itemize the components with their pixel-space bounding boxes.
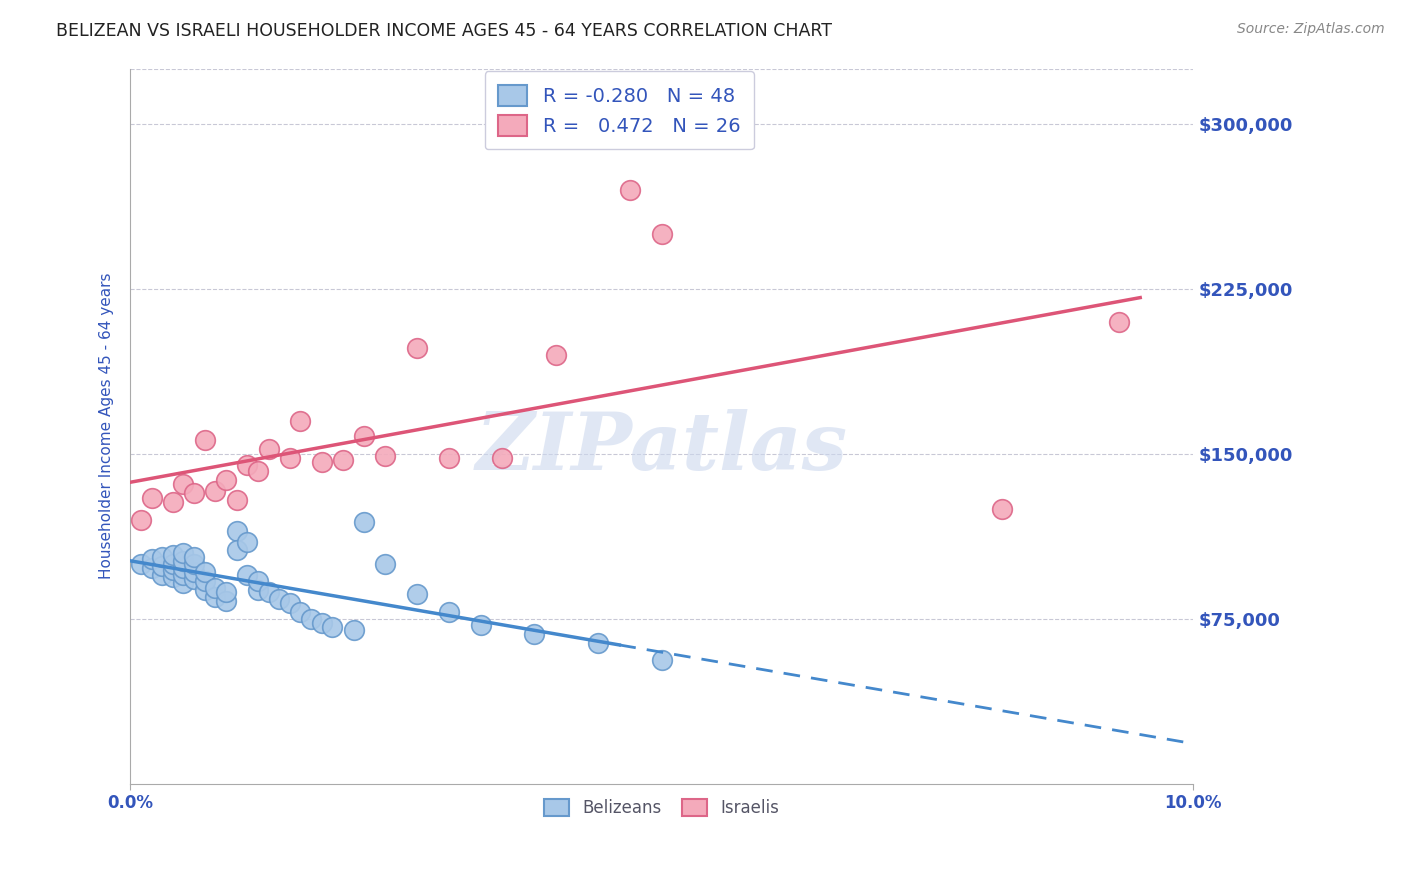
- Point: [172, 567, 194, 582]
- Point: [374, 449, 396, 463]
- Point: [290, 605, 312, 619]
- Point: [172, 554, 194, 568]
- Point: [183, 550, 205, 565]
- Point: [225, 492, 247, 507]
- Point: [353, 429, 375, 443]
- Point: [246, 464, 269, 478]
- Text: ZIPatlas: ZIPatlas: [475, 409, 848, 486]
- Point: [194, 583, 217, 598]
- Point: [586, 636, 609, 650]
- Point: [544, 348, 567, 362]
- Point: [353, 515, 375, 529]
- Point: [172, 546, 194, 560]
- Point: [141, 491, 163, 505]
- Point: [299, 612, 322, 626]
- Point: [141, 552, 163, 566]
- Point: [651, 653, 673, 667]
- Point: [225, 543, 247, 558]
- Point: [991, 501, 1014, 516]
- Point: [215, 594, 238, 608]
- Point: [278, 596, 301, 610]
- Legend: Belizeans, Israelis: Belizeans, Israelis: [536, 790, 787, 825]
- Point: [246, 583, 269, 598]
- Point: [204, 581, 226, 595]
- Point: [651, 227, 673, 241]
- Y-axis label: Householder Income Ages 45 - 64 years: Householder Income Ages 45 - 64 years: [100, 273, 114, 580]
- Point: [257, 442, 280, 457]
- Point: [406, 587, 429, 601]
- Point: [194, 434, 217, 448]
- Point: [150, 558, 173, 573]
- Point: [215, 473, 238, 487]
- Point: [172, 477, 194, 491]
- Point: [406, 341, 429, 355]
- Point: [236, 534, 259, 549]
- Point: [183, 557, 205, 571]
- Point: [162, 557, 184, 571]
- Point: [162, 570, 184, 584]
- Point: [204, 484, 226, 499]
- Point: [141, 561, 163, 575]
- Point: [236, 458, 259, 472]
- Point: [129, 557, 152, 571]
- Point: [290, 414, 312, 428]
- Text: Source: ZipAtlas.com: Source: ZipAtlas.com: [1237, 22, 1385, 37]
- Point: [162, 548, 184, 562]
- Point: [162, 563, 184, 577]
- Text: BELIZEAN VS ISRAELI HOUSEHOLDER INCOME AGES 45 - 64 YEARS CORRELATION CHART: BELIZEAN VS ISRAELI HOUSEHOLDER INCOME A…: [56, 22, 832, 40]
- Point: [183, 572, 205, 586]
- Point: [172, 576, 194, 591]
- Point: [204, 590, 226, 604]
- Point: [246, 574, 269, 589]
- Point: [150, 567, 173, 582]
- Point: [162, 495, 184, 509]
- Point: [129, 513, 152, 527]
- Point: [172, 561, 194, 575]
- Point: [439, 605, 461, 619]
- Point: [236, 567, 259, 582]
- Point: [439, 450, 461, 465]
- Point: [1108, 315, 1130, 329]
- Point: [491, 450, 513, 465]
- Point: [194, 566, 217, 580]
- Point: [311, 616, 333, 631]
- Point: [183, 566, 205, 580]
- Point: [278, 450, 301, 465]
- Point: [269, 591, 291, 606]
- Point: [342, 623, 364, 637]
- Point: [257, 585, 280, 599]
- Point: [523, 627, 546, 641]
- Point: [194, 574, 217, 589]
- Point: [225, 524, 247, 538]
- Point: [150, 550, 173, 565]
- Point: [470, 618, 492, 632]
- Point: [183, 486, 205, 500]
- Point: [311, 455, 333, 469]
- Point: [215, 585, 238, 599]
- Point: [374, 557, 396, 571]
- Point: [619, 183, 641, 197]
- Point: [321, 620, 343, 634]
- Point: [332, 453, 354, 467]
